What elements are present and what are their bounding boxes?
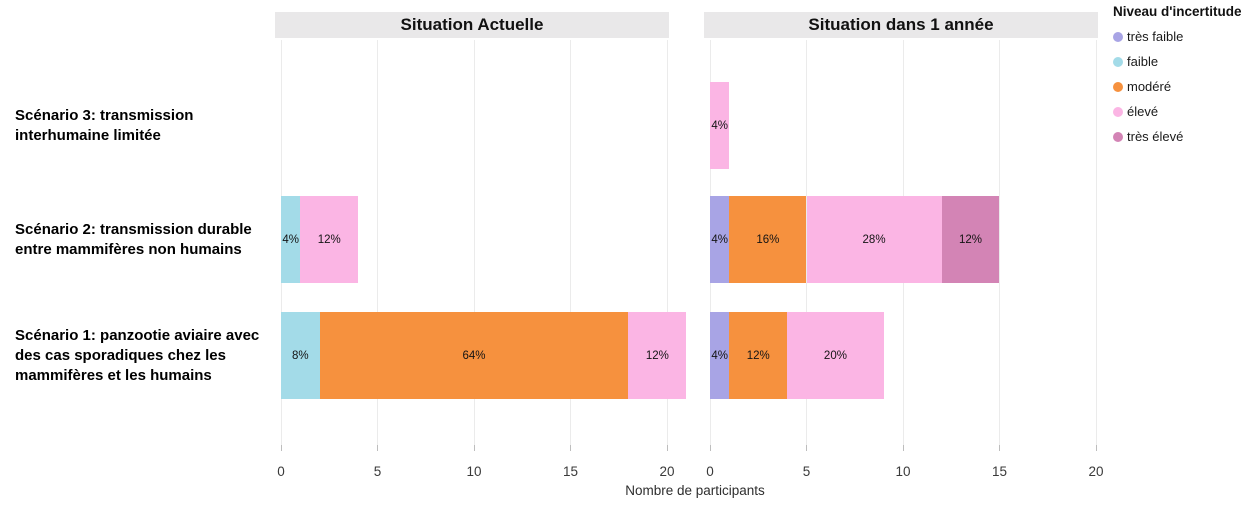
panel-title: Situation Actuelle	[400, 15, 544, 34]
bar-segment-faible: 8%	[281, 312, 320, 399]
x-gridline	[570, 40, 571, 445]
row-label-scenario-3: Scénario 3: transmission interhumaine li…	[15, 82, 271, 169]
bar-segment-label: 28%	[862, 233, 886, 246]
bar-segment-label: 8%	[291, 349, 309, 362]
x-tick-label: 5	[802, 464, 811, 479]
x-gridline	[377, 40, 378, 445]
panel-title-strip: Situation Actuelle	[275, 12, 669, 38]
x-tick-label: 20	[1088, 464, 1104, 479]
legend: Niveau d'incertitude très faible faible mo…	[1113, 4, 1253, 149]
bar-segment-label: 4%	[282, 233, 299, 246]
row-label-line: mammifères et les humains	[15, 366, 212, 384]
bar-segment-label: 64%	[462, 349, 486, 362]
panel-title-strip: Situation dans 1 année	[704, 12, 1098, 38]
x-tick-label: 0	[277, 464, 285, 479]
bar-segment-élevé: 20%	[787, 312, 884, 399]
x-tick	[570, 445, 571, 451]
bar-segment-faible: 4%	[281, 196, 301, 283]
x-tick-label: 10	[895, 464, 911, 479]
bar-segment-label: 12%	[317, 233, 341, 246]
row-label-line: entre mammifères non humains	[15, 240, 242, 258]
bar-segment-label: 16%	[756, 233, 780, 246]
legend-label: très faible	[1127, 29, 1184, 44]
row-label-line: des cas sporadiques chez les	[15, 346, 226, 364]
x-tick	[999, 445, 1000, 451]
legend-item: faible	[1113, 49, 1253, 74]
x-tick-label: 5	[373, 464, 382, 479]
legend-dot	[1113, 131, 1123, 142]
bar-segment-élevé: 12%	[300, 196, 359, 283]
bar-segment-label: 4%	[711, 349, 728, 362]
panel-situation-actuelle: Situation Actuelle 0 5 10 15 20 4% 12% 8% 64% 12%	[275, 0, 690, 513]
legend-dot	[1113, 81, 1123, 92]
bar-segment-très-élevé: 12%	[941, 196, 1000, 283]
x-gridline	[666, 40, 668, 445]
bar-segment-label: 4%	[711, 233, 728, 246]
x-tick-label: 15	[562, 464, 579, 479]
x-tick	[280, 445, 282, 451]
row-label-line: interhumaine limitée	[15, 126, 161, 144]
legend-item: très élevé	[1113, 124, 1253, 149]
x-tick	[709, 445, 711, 451]
bar-segment-label: 12%	[959, 233, 983, 246]
x-tick	[666, 445, 668, 451]
legend-dot	[1113, 106, 1123, 117]
bar-segment-très-faible: 4%	[710, 312, 730, 399]
x-tick	[1095, 445, 1097, 451]
x-tick	[806, 445, 807, 451]
row-label-line: Scénario 2: transmission durable	[15, 220, 252, 238]
legend-items: très faible faible modéré élevé très élevé	[1113, 24, 1253, 149]
legend-dot	[1113, 56, 1123, 67]
x-gridline	[1095, 40, 1097, 445]
legend-label: élevé	[1127, 104, 1159, 119]
bar-segment-élevé: 4%	[710, 82, 730, 169]
x-tick	[473, 445, 475, 451]
bar-segment-label: 20%	[823, 349, 847, 362]
row-label-scenario-2: Scénario 2: transmission durable entre m…	[15, 196, 271, 283]
bar-segment-label: 12%	[746, 349, 770, 362]
bar-segment-élevé: 12%	[628, 312, 687, 399]
bar-segment-label: 12%	[645, 349, 669, 362]
x-tick-label: 20	[659, 464, 675, 479]
bar-segment-modéré: 16%	[729, 196, 807, 283]
panel-title: Situation dans 1 année	[808, 15, 994, 34]
x-gridline	[999, 40, 1000, 445]
legend-item: modéré	[1113, 74, 1253, 99]
bar-segment-label: 4%	[711, 119, 728, 132]
x-axis-title: Nombre de participants	[625, 483, 765, 498]
row-label-scenario-1: Scénario 1: panzootie aviaire avec des c…	[15, 312, 271, 399]
legend-title: Niveau d'incertitude	[1113, 4, 1242, 19]
x-tick-label: 10	[466, 464, 482, 479]
row-label-line: Scénario 1: panzootie aviaire avec	[15, 326, 260, 344]
legend-label: modéré	[1127, 79, 1172, 94]
legend-label: très élevé	[1127, 129, 1184, 144]
x-tick	[902, 445, 904, 451]
bar-segment-modéré: 12%	[729, 312, 788, 399]
panel-situation-dans-1-annee: Situation dans 1 année 0 5 10 15 20 4% 4% 16% 28…	[704, 0, 1104, 513]
bar-segment-très-faible: 4%	[710, 196, 730, 283]
x-tick-label: 0	[706, 464, 714, 479]
legend-dot	[1113, 31, 1123, 42]
legend-label: faible	[1127, 54, 1159, 69]
bar-segment-élevé: 28%	[806, 196, 942, 283]
bar-segment-modéré: 64%	[319, 312, 629, 399]
row-label-line: Scénario 3: transmission	[15, 106, 194, 124]
x-gridline	[473, 40, 475, 445]
legend-item: élevé	[1113, 99, 1253, 124]
x-tick-label: 15	[991, 464, 1008, 479]
legend-item: très faible	[1113, 24, 1253, 49]
x-tick	[377, 445, 378, 451]
